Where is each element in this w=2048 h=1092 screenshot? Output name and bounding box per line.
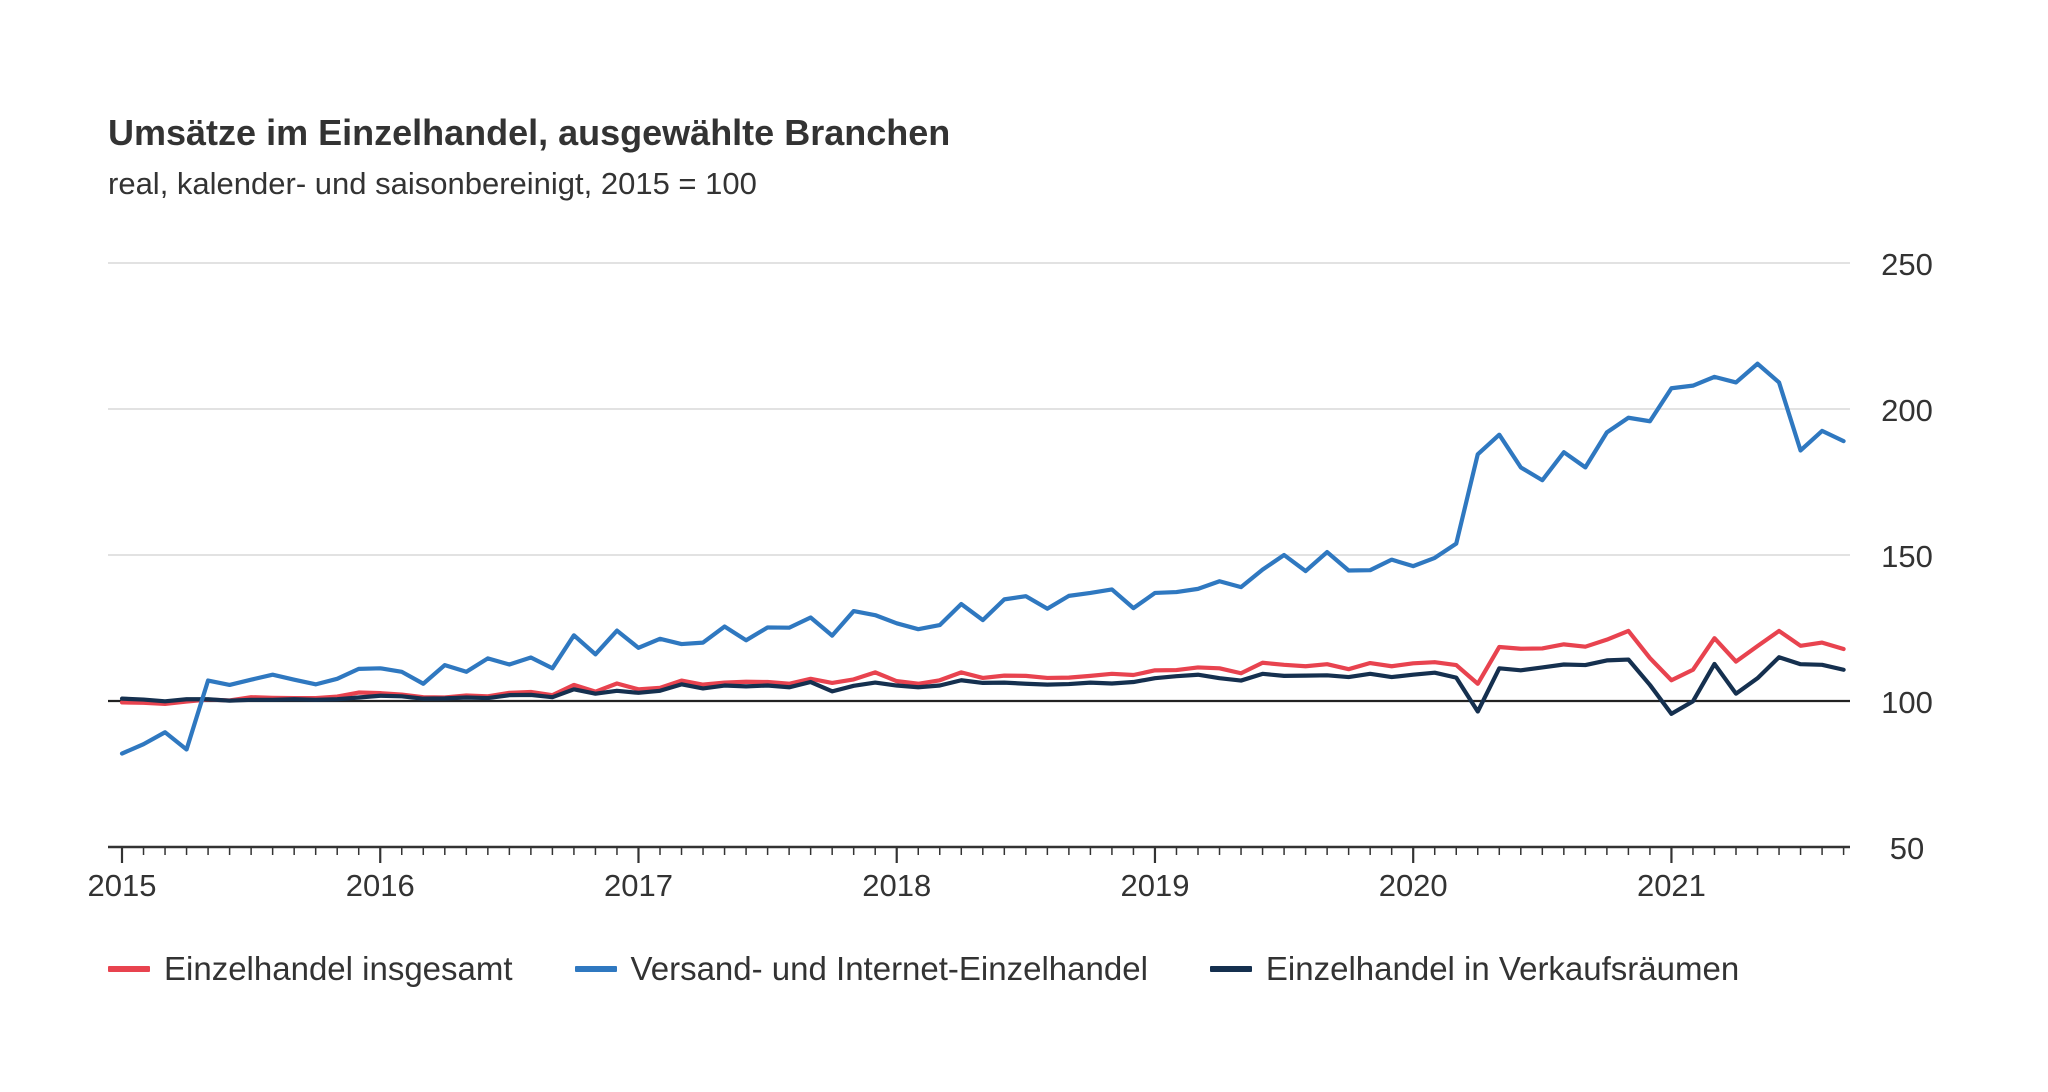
series-line-einzelhandel-in-verkaufsr-umen: [119, 655, 1846, 716]
x-tick-label: 2017: [604, 868, 673, 903]
legend-label: Einzelhandel in Verkaufsräumen: [1265, 950, 1740, 987]
legend-item: Versand- und Internet-Einzelhandel: [574, 950, 1148, 988]
y-tick-label: 50: [1890, 831, 1924, 866]
series-line-versand-und-internet-einzelhandel: [119, 361, 1846, 756]
y-tick-label: 250: [1881, 247, 1933, 282]
x-tick-label: 2020: [1379, 868, 1448, 903]
chart-title: Umsätze im Einzelhandel, ausgewählte Bra…: [108, 112, 951, 153]
y-axis-labels: 50 100 150 200 250: [1881, 247, 1933, 866]
legend-label: Einzelhandel insgesamt: [164, 950, 513, 987]
chart-subtitle: real, kalender- und saisonbereinigt, 201…: [108, 166, 757, 201]
x-tick-label: 2015: [88, 868, 157, 903]
x-tick-label: 2019: [1120, 868, 1189, 903]
x-tick-label: 2021: [1637, 868, 1706, 903]
x-tick-label: 2016: [346, 868, 415, 903]
y-tick-label: 150: [1881, 539, 1933, 574]
legend-swatch: [108, 966, 150, 972]
legend-label: Versand- und Internet-Einzelhandel: [630, 950, 1148, 987]
series-lines: [119, 361, 1846, 756]
x-axis: 2015 2016 2017 2018 2019 2020 2021: [88, 845, 1850, 903]
legend: Einzelhandel insgesamt Versand- und Inter…: [108, 950, 1801, 988]
x-tick-label: 2018: [862, 868, 931, 903]
grid-lines: [108, 262, 1850, 703]
legend-swatch: [574, 966, 617, 972]
legend-item: Einzelhandel insgesamt: [108, 950, 513, 988]
y-tick-label: 100: [1881, 685, 1933, 720]
legend-swatch: [1209, 966, 1252, 972]
legend-item: Einzelhandel in Verkaufsräumen: [1209, 950, 1740, 988]
y-tick-label: 200: [1881, 393, 1933, 428]
